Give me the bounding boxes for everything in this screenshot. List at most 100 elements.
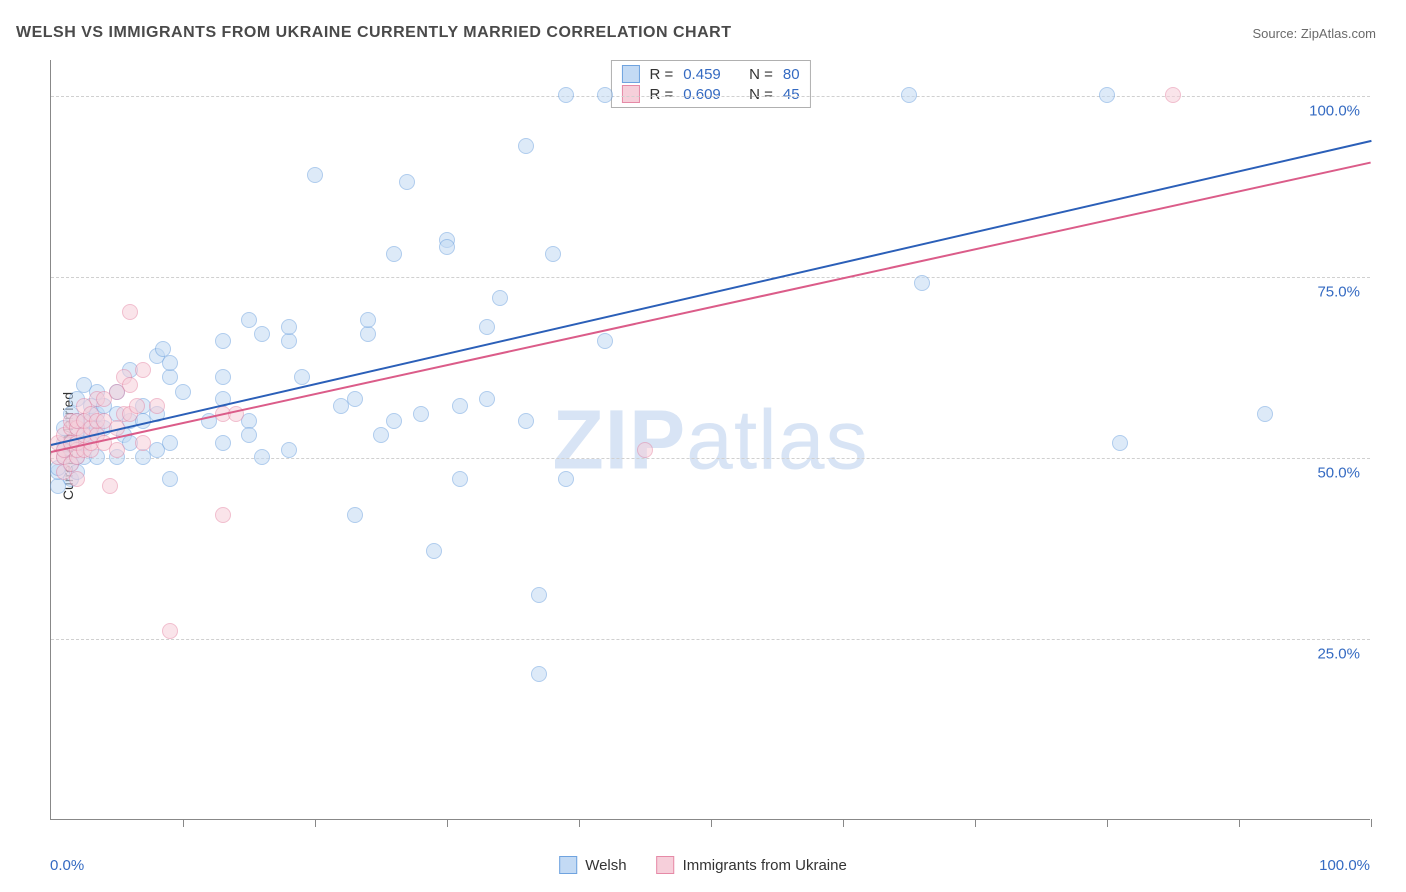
scatter-point-welsh — [215, 435, 231, 451]
legend-n-label: N = — [749, 66, 773, 83]
legend-r-label: R = — [649, 86, 673, 103]
scatter-point-welsh — [162, 369, 178, 385]
scatter-point-welsh — [452, 471, 468, 487]
scatter-point-welsh — [386, 246, 402, 262]
scatter-point-welsh — [175, 384, 191, 400]
x-axis-min-label: 0.0% — [50, 857, 84, 874]
scatter-point-ukraine — [162, 623, 178, 639]
chart-title: WELSH VS IMMIGRANTS FROM UKRAINE CURRENT… — [16, 24, 731, 42]
legend-correlation: R = 0.459 N = 80 R = 0.609 N = 45 — [610, 60, 810, 108]
scatter-point-welsh — [479, 391, 495, 407]
legend-n-label: N = — [749, 86, 773, 103]
scatter-point-welsh — [254, 326, 270, 342]
scatter-point-welsh — [162, 355, 178, 371]
legend-corr-row-welsh: R = 0.459 N = 80 — [621, 65, 799, 83]
scatter-point-ukraine — [122, 377, 138, 393]
scatter-point-welsh — [597, 87, 613, 103]
gridline — [51, 639, 1370, 640]
watermark-bold: ZIP — [552, 392, 686, 486]
legend-r-label: R = — [649, 66, 673, 83]
legend-series-label: Immigrants from Ukraine — [683, 857, 847, 874]
x-tick — [843, 819, 844, 827]
x-tick — [711, 819, 712, 827]
legend-swatch — [559, 856, 577, 874]
scatter-point-welsh — [215, 333, 231, 349]
x-tick — [1107, 819, 1108, 827]
scatter-point-welsh — [281, 333, 297, 349]
scatter-point-welsh — [241, 312, 257, 328]
x-tick — [1239, 819, 1240, 827]
scatter-point-welsh — [426, 543, 442, 559]
scatter-point-welsh — [162, 471, 178, 487]
scatter-point-welsh — [307, 167, 323, 183]
trendline-welsh — [51, 140, 1371, 446]
scatter-point-welsh — [294, 369, 310, 385]
trendline-ukraine — [51, 161, 1371, 452]
legend-n-value: 45 — [783, 86, 800, 103]
scatter-point-welsh — [518, 138, 534, 154]
scatter-point-welsh — [558, 471, 574, 487]
scatter-point-welsh — [1099, 87, 1115, 103]
scatter-point-welsh — [545, 246, 561, 262]
scatter-point-welsh — [452, 398, 468, 414]
gridline — [51, 458, 1370, 459]
scatter-point-welsh — [281, 319, 297, 335]
scatter-point-welsh — [558, 87, 574, 103]
scatter-point-welsh — [281, 442, 297, 458]
scatter-point-welsh — [399, 174, 415, 190]
scatter-point-welsh — [439, 239, 455, 255]
legend-r-value: 0.609 — [683, 86, 721, 103]
x-tick — [975, 819, 976, 827]
scatter-point-welsh — [162, 435, 178, 451]
legend-n-value: 80 — [783, 66, 800, 83]
legend-series-item: Welsh — [559, 856, 626, 874]
scatter-point-welsh — [518, 413, 534, 429]
legend-swatch — [621, 85, 639, 103]
scatter-point-welsh — [386, 413, 402, 429]
x-tick — [579, 819, 580, 827]
scatter-point-welsh — [360, 312, 376, 328]
legend-swatch — [621, 65, 639, 83]
scatter-point-welsh — [914, 275, 930, 291]
watermark: ZIPatlas — [552, 391, 868, 488]
scatter-point-ukraine — [1165, 87, 1181, 103]
scatter-point-welsh — [1257, 406, 1273, 422]
scatter-point-welsh — [373, 427, 389, 443]
scatter-point-ukraine — [109, 442, 125, 458]
legend-series-item: Immigrants from Ukraine — [657, 856, 847, 874]
scatter-point-welsh — [531, 666, 547, 682]
plot-area: ZIPatlas R =0.459 N =80R =0.609 N =45 25… — [50, 60, 1370, 820]
legend-r-value: 0.459 — [683, 66, 721, 83]
scatter-point-ukraine — [122, 304, 138, 320]
scatter-point-ukraine — [69, 471, 85, 487]
x-tick — [183, 819, 184, 827]
scatter-point-welsh — [492, 290, 508, 306]
scatter-point-ukraine — [135, 362, 151, 378]
scatter-point-welsh — [241, 427, 257, 443]
scatter-point-welsh — [347, 507, 363, 523]
source-attribution: Source: ZipAtlas.com — [1252, 26, 1376, 41]
x-axis-max-label: 100.0% — [1319, 857, 1370, 874]
scatter-point-ukraine — [149, 398, 165, 414]
legend-corr-row-ukraine: R = 0.609 N = 45 — [621, 85, 799, 103]
y-tick-label: 75.0% — [1317, 284, 1360, 301]
watermark-light: atlas — [686, 392, 868, 486]
scatter-point-welsh — [347, 391, 363, 407]
x-tick — [447, 819, 448, 827]
scatter-point-welsh — [1112, 435, 1128, 451]
x-tick — [315, 819, 316, 827]
scatter-point-ukraine — [637, 442, 653, 458]
scatter-point-welsh — [254, 449, 270, 465]
scatter-point-welsh — [479, 319, 495, 335]
y-tick-label: 100.0% — [1309, 103, 1360, 120]
scatter-point-welsh — [597, 333, 613, 349]
legend-series: Welsh Immigrants from Ukraine — [559, 856, 847, 874]
scatter-point-ukraine — [129, 398, 145, 414]
scatter-point-welsh — [360, 326, 376, 342]
scatter-point-welsh — [901, 87, 917, 103]
gridline — [51, 277, 1370, 278]
scatter-point-welsh — [215, 369, 231, 385]
scatter-point-welsh — [531, 587, 547, 603]
scatter-point-welsh — [413, 406, 429, 422]
legend-series-label: Welsh — [585, 857, 626, 874]
